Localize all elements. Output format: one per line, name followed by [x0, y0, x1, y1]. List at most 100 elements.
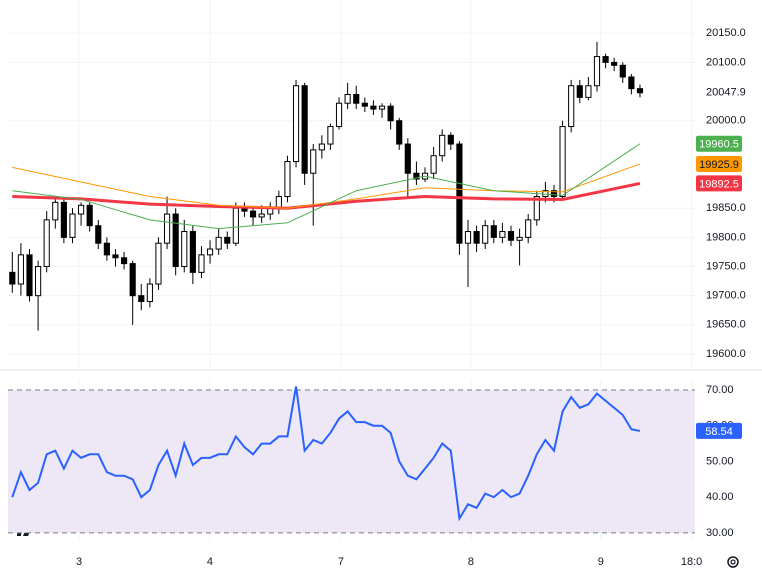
candle-body	[464, 231, 472, 244]
candle-body	[499, 231, 506, 238]
candle-body	[206, 248, 214, 256]
candle-body	[585, 85, 592, 98]
candle-body	[370, 105, 377, 110]
x-tick-label: 9	[598, 556, 604, 568]
candle-body	[292, 85, 300, 163]
candle-body	[52, 201, 59, 221]
candles	[9, 41, 644, 331]
candle-body	[473, 231, 480, 244]
moving-average	[12, 163, 641, 209]
candle-body	[430, 155, 437, 174]
candle-body	[120, 257, 128, 265]
candle-body	[155, 242, 162, 285]
candle-body	[327, 126, 334, 145]
price-badge	[696, 422, 742, 439]
price-badge-label: 19892.5	[699, 178, 739, 190]
y-tick-label: 19750.0	[706, 260, 746, 272]
candle-body	[43, 219, 50, 268]
candle-body	[103, 242, 110, 256]
y-tick-label: 19800.0	[706, 231, 746, 243]
x-tick-label: 4	[207, 556, 213, 568]
candle-body	[361, 102, 368, 107]
candle-body	[525, 219, 532, 238]
price-badge-label: 19925.9	[699, 159, 739, 171]
candle-body	[490, 225, 497, 238]
candle-body	[602, 56, 609, 63]
candle-body	[181, 231, 188, 268]
price-badge	[696, 155, 742, 172]
candle-body	[232, 207, 239, 244]
candle-body	[344, 93, 351, 104]
candle-body	[301, 85, 308, 174]
candle-body	[224, 236, 231, 244]
y-tick-label: 19700.0	[706, 290, 746, 302]
candle-body	[86, 204, 93, 227]
candle-body	[576, 85, 583, 98]
candle-body	[516, 236, 523, 241]
candle-body	[550, 190, 558, 198]
candle-body	[9, 271, 16, 285]
candle-body	[482, 225, 489, 244]
y-tick-label: 50.00	[706, 455, 734, 467]
candle-body	[78, 204, 85, 215]
y-tick-label: 19850.0	[706, 202, 746, 214]
candle-body	[619, 64, 626, 78]
candle-body	[387, 105, 394, 122]
price-badge	[696, 175, 742, 192]
candle-body	[60, 201, 67, 238]
candle-body	[69, 213, 76, 238]
x-tick-label: 8	[468, 556, 474, 568]
settings-icon[interactable]	[727, 556, 739, 568]
candle-body	[568, 85, 575, 128]
candle-body	[396, 120, 403, 145]
moving-average	[12, 143, 641, 230]
price-badge	[696, 135, 742, 152]
candle-body	[17, 254, 24, 285]
price-badge-label: 58.54	[705, 426, 733, 438]
candle-body	[138, 295, 145, 303]
x-tick-label: 18:0	[681, 556, 702, 568]
candle-body	[318, 143, 325, 151]
candle-body	[163, 213, 171, 244]
candle-body	[593, 56, 601, 87]
candle-body	[636, 88, 644, 94]
candle-body	[413, 172, 420, 180]
candle-body	[611, 61, 618, 66]
x-tick-label: 7	[338, 556, 344, 568]
moving-average	[12, 181, 641, 210]
y-tick-label: 40.00	[706, 491, 734, 503]
candle-body	[559, 126, 566, 198]
candle-body	[129, 263, 136, 297]
candle-body	[439, 134, 446, 157]
last-price-label: 20047.9	[706, 87, 746, 99]
y-tick-label: 30.00	[706, 527, 734, 539]
candle-body	[198, 254, 205, 273]
y-tick-label: 70.00	[706, 384, 734, 396]
last-price-bg	[696, 84, 746, 101]
candle-body	[112, 254, 119, 259]
candle-body	[507, 231, 515, 241]
candle-body	[189, 231, 196, 273]
candle-body	[378, 105, 386, 110]
y-tick-label: 20000.0	[706, 115, 746, 127]
candle-body	[258, 213, 265, 218]
candle-body	[95, 225, 102, 244]
candle-body	[456, 143, 463, 244]
candle-body	[26, 254, 33, 297]
candle-body	[35, 266, 42, 297]
candle-body	[284, 161, 291, 198]
x-tick-label: 3	[76, 556, 82, 568]
candle-body	[628, 76, 635, 90]
price-badge-label: 19960.5	[699, 139, 739, 151]
candle-body	[310, 149, 317, 174]
candle-body	[335, 102, 343, 128]
candle-body	[146, 283, 153, 303]
y-tick-label: 20100.0	[706, 56, 746, 68]
candle-body	[172, 213, 179, 268]
candle-body	[404, 143, 411, 174]
y-tick-label: 19600.0	[706, 348, 746, 360]
y-tick-label: 19650.0	[706, 319, 746, 331]
candle-body	[447, 134, 454, 145]
candle-body	[215, 236, 222, 250]
